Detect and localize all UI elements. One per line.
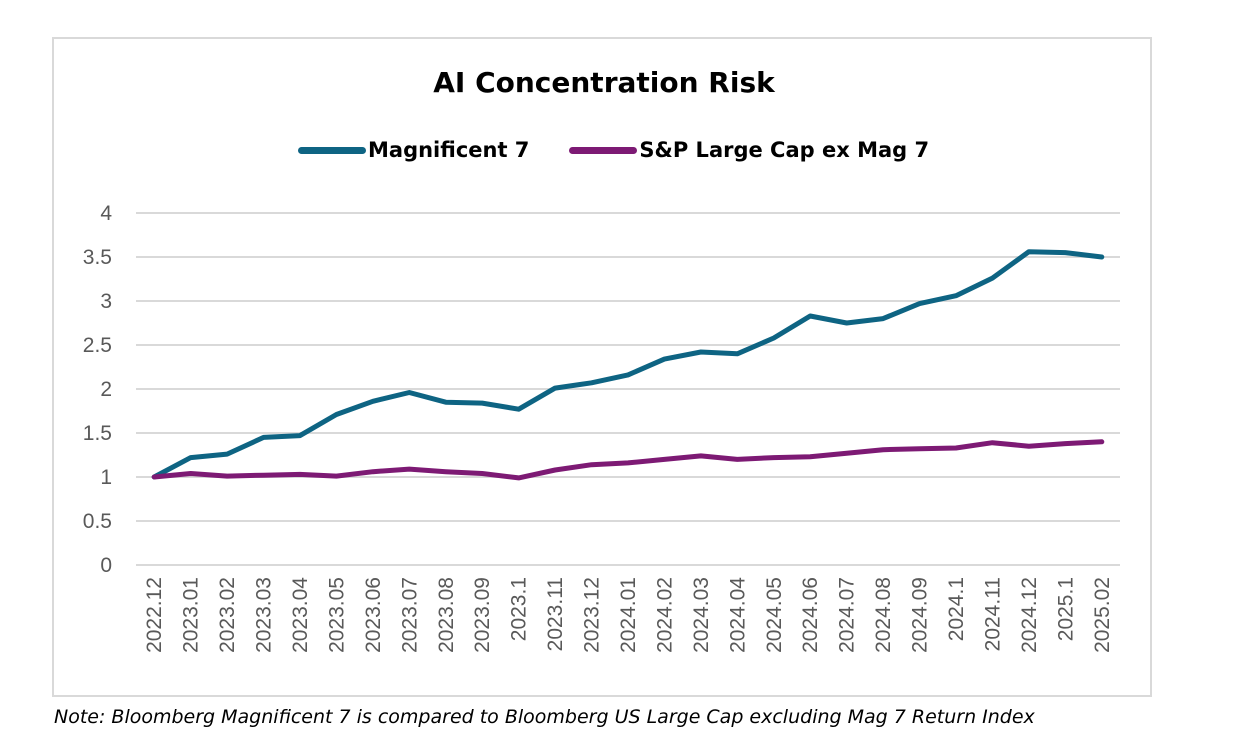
x-tick-label: 2024.09 xyxy=(909,577,932,653)
x-tick-label: 2024.03 xyxy=(690,577,713,653)
x-tick-label: 2023.1 xyxy=(508,577,531,641)
chart-legend: Magnificent 7 S&P Large Cap ex Mag 7 xyxy=(298,138,929,162)
x-tick-label: 2023.11 xyxy=(544,577,567,651)
x-tick-label: 2023.04 xyxy=(289,577,312,653)
x-tick-label: 2022.12 xyxy=(143,577,166,653)
y-tick-label: 1.5 xyxy=(83,422,112,445)
series-line-magnificent-7 xyxy=(151,249,1105,480)
y-tick-label: 2 xyxy=(100,378,112,401)
footnote: Note: Bloomberg Magnificent 7 is compare… xyxy=(54,706,1035,728)
x-tick-label: 2024.11 xyxy=(981,577,1004,651)
y-tick-label: 3 xyxy=(100,290,112,313)
x-tick-label: 2024.04 xyxy=(726,577,749,653)
x-tick-label: 2023.02 xyxy=(216,577,239,653)
series-line-sp-large-cap-ex-mag-7 xyxy=(151,439,1105,481)
x-tick-label: 2024.1 xyxy=(945,577,968,641)
y-tick-label: 4 xyxy=(100,202,112,225)
x-tick-label: 2023.07 xyxy=(398,577,421,653)
x-tick-label: 2025.02 xyxy=(1091,577,1114,653)
legend-item-sp-large-cap-ex-mag-7: S&P Large Cap ex Mag 7 xyxy=(569,138,929,162)
legend-swatch-sp-large-cap-ex-mag-7 xyxy=(569,146,638,154)
x-tick-label: 2024.06 xyxy=(799,577,822,653)
x-tick-label: 2023.06 xyxy=(362,577,385,653)
x-tick-label: 2023.01 xyxy=(180,577,203,653)
x-tick-label: 2024.12 xyxy=(1018,577,1041,653)
legend-item-magnificent-7: Magnificent 7 xyxy=(298,138,529,162)
x-tick-label: 2023.05 xyxy=(325,577,348,653)
legend-swatch-magnificent-7 xyxy=(298,146,366,154)
y-tick-label: 1 xyxy=(100,466,112,489)
x-tick-label: 2023.08 xyxy=(435,577,458,653)
legend-label-magnificent-7: Magnificent 7 xyxy=(368,138,530,162)
x-tick-label: 2023.12 xyxy=(581,577,604,653)
x-tick-label: 2023.03 xyxy=(253,577,276,653)
x-tick-label: 2024.08 xyxy=(872,577,895,653)
y-tick-label: 0 xyxy=(100,554,112,577)
y-tick-label: 3.5 xyxy=(83,246,112,269)
x-tick-label: 2024.05 xyxy=(763,577,786,653)
x-tick-label: 2023.09 xyxy=(471,577,494,653)
x-tick-label: 2024.02 xyxy=(653,577,676,653)
legend-label-sp-large-cap-ex-mag-7: S&P Large Cap ex Mag 7 xyxy=(639,138,930,162)
x-tick-label: 2024.01 xyxy=(617,577,640,653)
x-tick-label: 2025.1 xyxy=(1054,577,1077,641)
y-tick-label: 2.5 xyxy=(83,334,112,357)
chart-title: AI Concentration Risk xyxy=(433,66,775,99)
y-tick-label: 0.5 xyxy=(83,510,112,533)
x-tick-label: 2024.07 xyxy=(836,577,859,653)
